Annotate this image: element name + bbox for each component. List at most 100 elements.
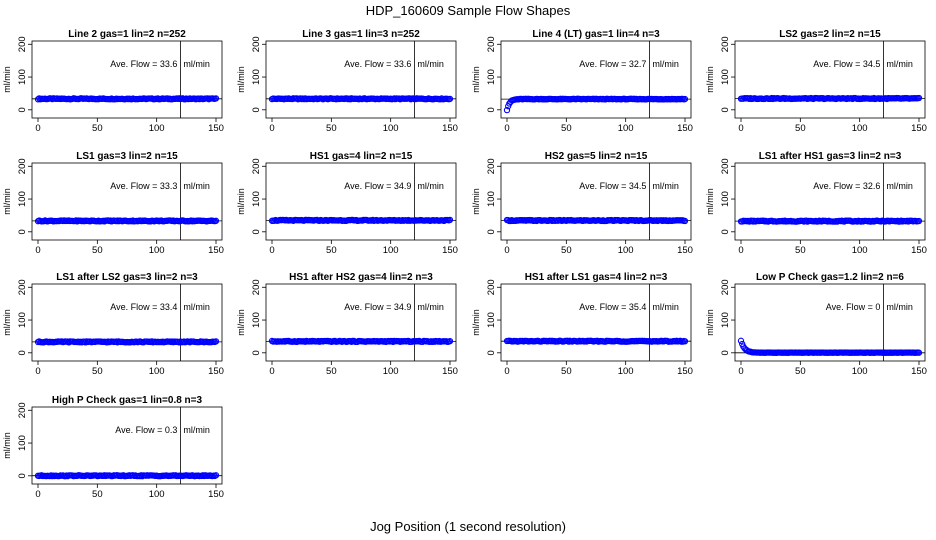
y-tick-label: 100 [251,69,262,85]
unit-annotation: ml/min [886,59,913,69]
data-series [503,216,689,225]
data-point [212,95,220,102]
y-axis-label: ml/min [471,66,481,93]
y-axis-label: ml/min [471,188,481,215]
plot-frame [500,162,692,241]
y-tick-label: 0 [486,107,497,112]
chart-panel: Low P Check gas=1.2 lin=2 n=6 0 50 100 150 0 1… [705,272,927,377]
y-tick-label: 0 [17,107,28,112]
average-flow-annotation: Ave. Flow = 34.5 [579,181,646,191]
panel-title: HS1 after HS2 gas=4 lin=2 n=3 [289,272,433,283]
plot-frame [265,40,457,119]
data-point [737,337,745,344]
data-point [915,94,923,102]
y-tick-label: 200 [720,36,731,52]
y-tick-label: 200 [720,279,731,295]
x-tick-label: 0 [35,245,40,256]
average-flow-annotation: Ave. Flow = 0 [826,302,881,312]
x-tick-label: 50 [561,245,572,256]
panel-title: Line 3 gas=1 lin=3 n=252 [302,29,420,40]
y-tick-label: 200 [17,158,28,174]
x-tick-label: 150 [208,489,224,500]
plot-frame [265,283,457,362]
panel-title: LS2 gas=2 lin=2 n=15 [779,29,881,40]
average-flow-annotation: Ave. Flow = 34.9 [344,302,411,312]
chart-panel: LS1 after HS1 gas=3 lin=2 n=3 0 50 100 150 0 1… [705,151,927,256]
plot-frame [31,162,223,241]
panel-title: Low P Check gas=1.2 lin=2 n=6 [756,272,904,283]
chart-panel: High P Check gas=1 lin=0.8 n=3 0 50 100 150 0… [2,395,224,500]
data-series [268,337,454,346]
data-point [446,337,454,345]
y-axis-label: ml/min [2,432,12,459]
plot-frame [500,40,692,119]
chart-panel: Line 3 gas=1 lin=3 n=252 0 50 100 150 0 100 200… [236,29,458,134]
y-tick-label: 0 [251,350,262,355]
panel-title: HS1 gas=4 lin=2 n=15 [310,151,413,162]
x-tick-label: 100 [852,366,868,377]
data-point [681,338,689,345]
y-tick-label: 0 [251,107,262,112]
unit-annotation: ml/min [183,302,210,312]
y-tick-label: 200 [251,36,262,52]
y-axis-label: ml/min [705,309,715,336]
unit-annotation: ml/min [417,302,444,312]
panel-title: HS1 after LS1 gas=4 lin=2 n=3 [525,272,668,283]
x-tick-label: 0 [35,366,40,377]
data-series [737,217,923,225]
plot-frame [500,283,692,362]
x-tick-label: 0 [738,123,743,134]
data-series [268,216,454,225]
average-flow-annotation: Ave. Flow = 33.4 [110,302,177,312]
y-tick-label: 100 [720,69,731,85]
x-tick-label: 50 [795,366,806,377]
average-flow-annotation: Ave. Flow = 0.3 [115,425,177,435]
y-tick-label: 200 [251,158,262,174]
plot-frame [734,40,926,119]
data-point [446,95,454,103]
x-tick-label: 50 [92,245,103,256]
average-flow-annotation: Ave. Flow = 35.4 [579,302,646,312]
x-tick-label: 100 [149,489,165,500]
data-point [681,95,689,103]
y-axis-label: ml/min [2,309,12,336]
x-tick-label: 150 [208,366,224,377]
unit-annotation: ml/min [886,181,913,191]
x-tick-label: 150 [208,123,224,134]
chart-panel: HS2 gas=5 lin=2 n=15 0 50 100 150 0 100 200 ml/m… [471,151,693,256]
y-tick-label: 100 [17,435,28,451]
y-tick-label: 0 [720,350,731,355]
x-tick-label: 150 [442,123,458,134]
data-series [34,472,220,480]
x-tick-label: 50 [326,245,337,256]
y-tick-label: 200 [486,36,497,52]
figure-title: HDP_160609 Sample Flow Shapes [366,3,571,18]
y-tick-label: 0 [720,107,731,112]
x-tick-label: 100 [149,245,165,256]
x-tick-label: 0 [35,123,40,134]
unit-annotation: ml/min [652,59,679,69]
plot-frame [31,40,223,119]
x-tick-label: 150 [911,366,927,377]
y-tick-label: 100 [486,69,497,85]
average-flow-annotation: Ave. Flow = 34.9 [344,181,411,191]
x-tick-label: 100 [383,123,399,134]
x-tick-label: 100 [383,245,399,256]
y-tick-label: 200 [17,36,28,52]
y-tick-label: 100 [720,191,731,207]
x-tick-label: 150 [677,123,693,134]
chart-panel: LS2 gas=2 lin=2 n=15 0 50 100 150 0 100 200 ml/m… [705,29,927,134]
panel-title: High P Check gas=1 lin=0.8 n=3 [52,395,203,406]
x-tick-label: 150 [677,245,693,256]
chart-panel: HS1 after HS2 gas=4 lin=2 n=3 0 50 100 150 0 1… [236,272,458,377]
x-tick-label: 0 [35,489,40,500]
y-tick-label: 200 [251,279,262,295]
y-tick-label: 100 [251,191,262,207]
data-point [681,217,689,225]
x-tick-label: 50 [326,123,337,134]
average-flow-annotation: Ave. Flow = 32.7 [579,59,646,69]
plot-frame [734,283,926,362]
y-tick-label: 200 [17,402,28,418]
x-tick-label: 0 [269,366,274,377]
y-tick-label: 100 [17,191,28,207]
